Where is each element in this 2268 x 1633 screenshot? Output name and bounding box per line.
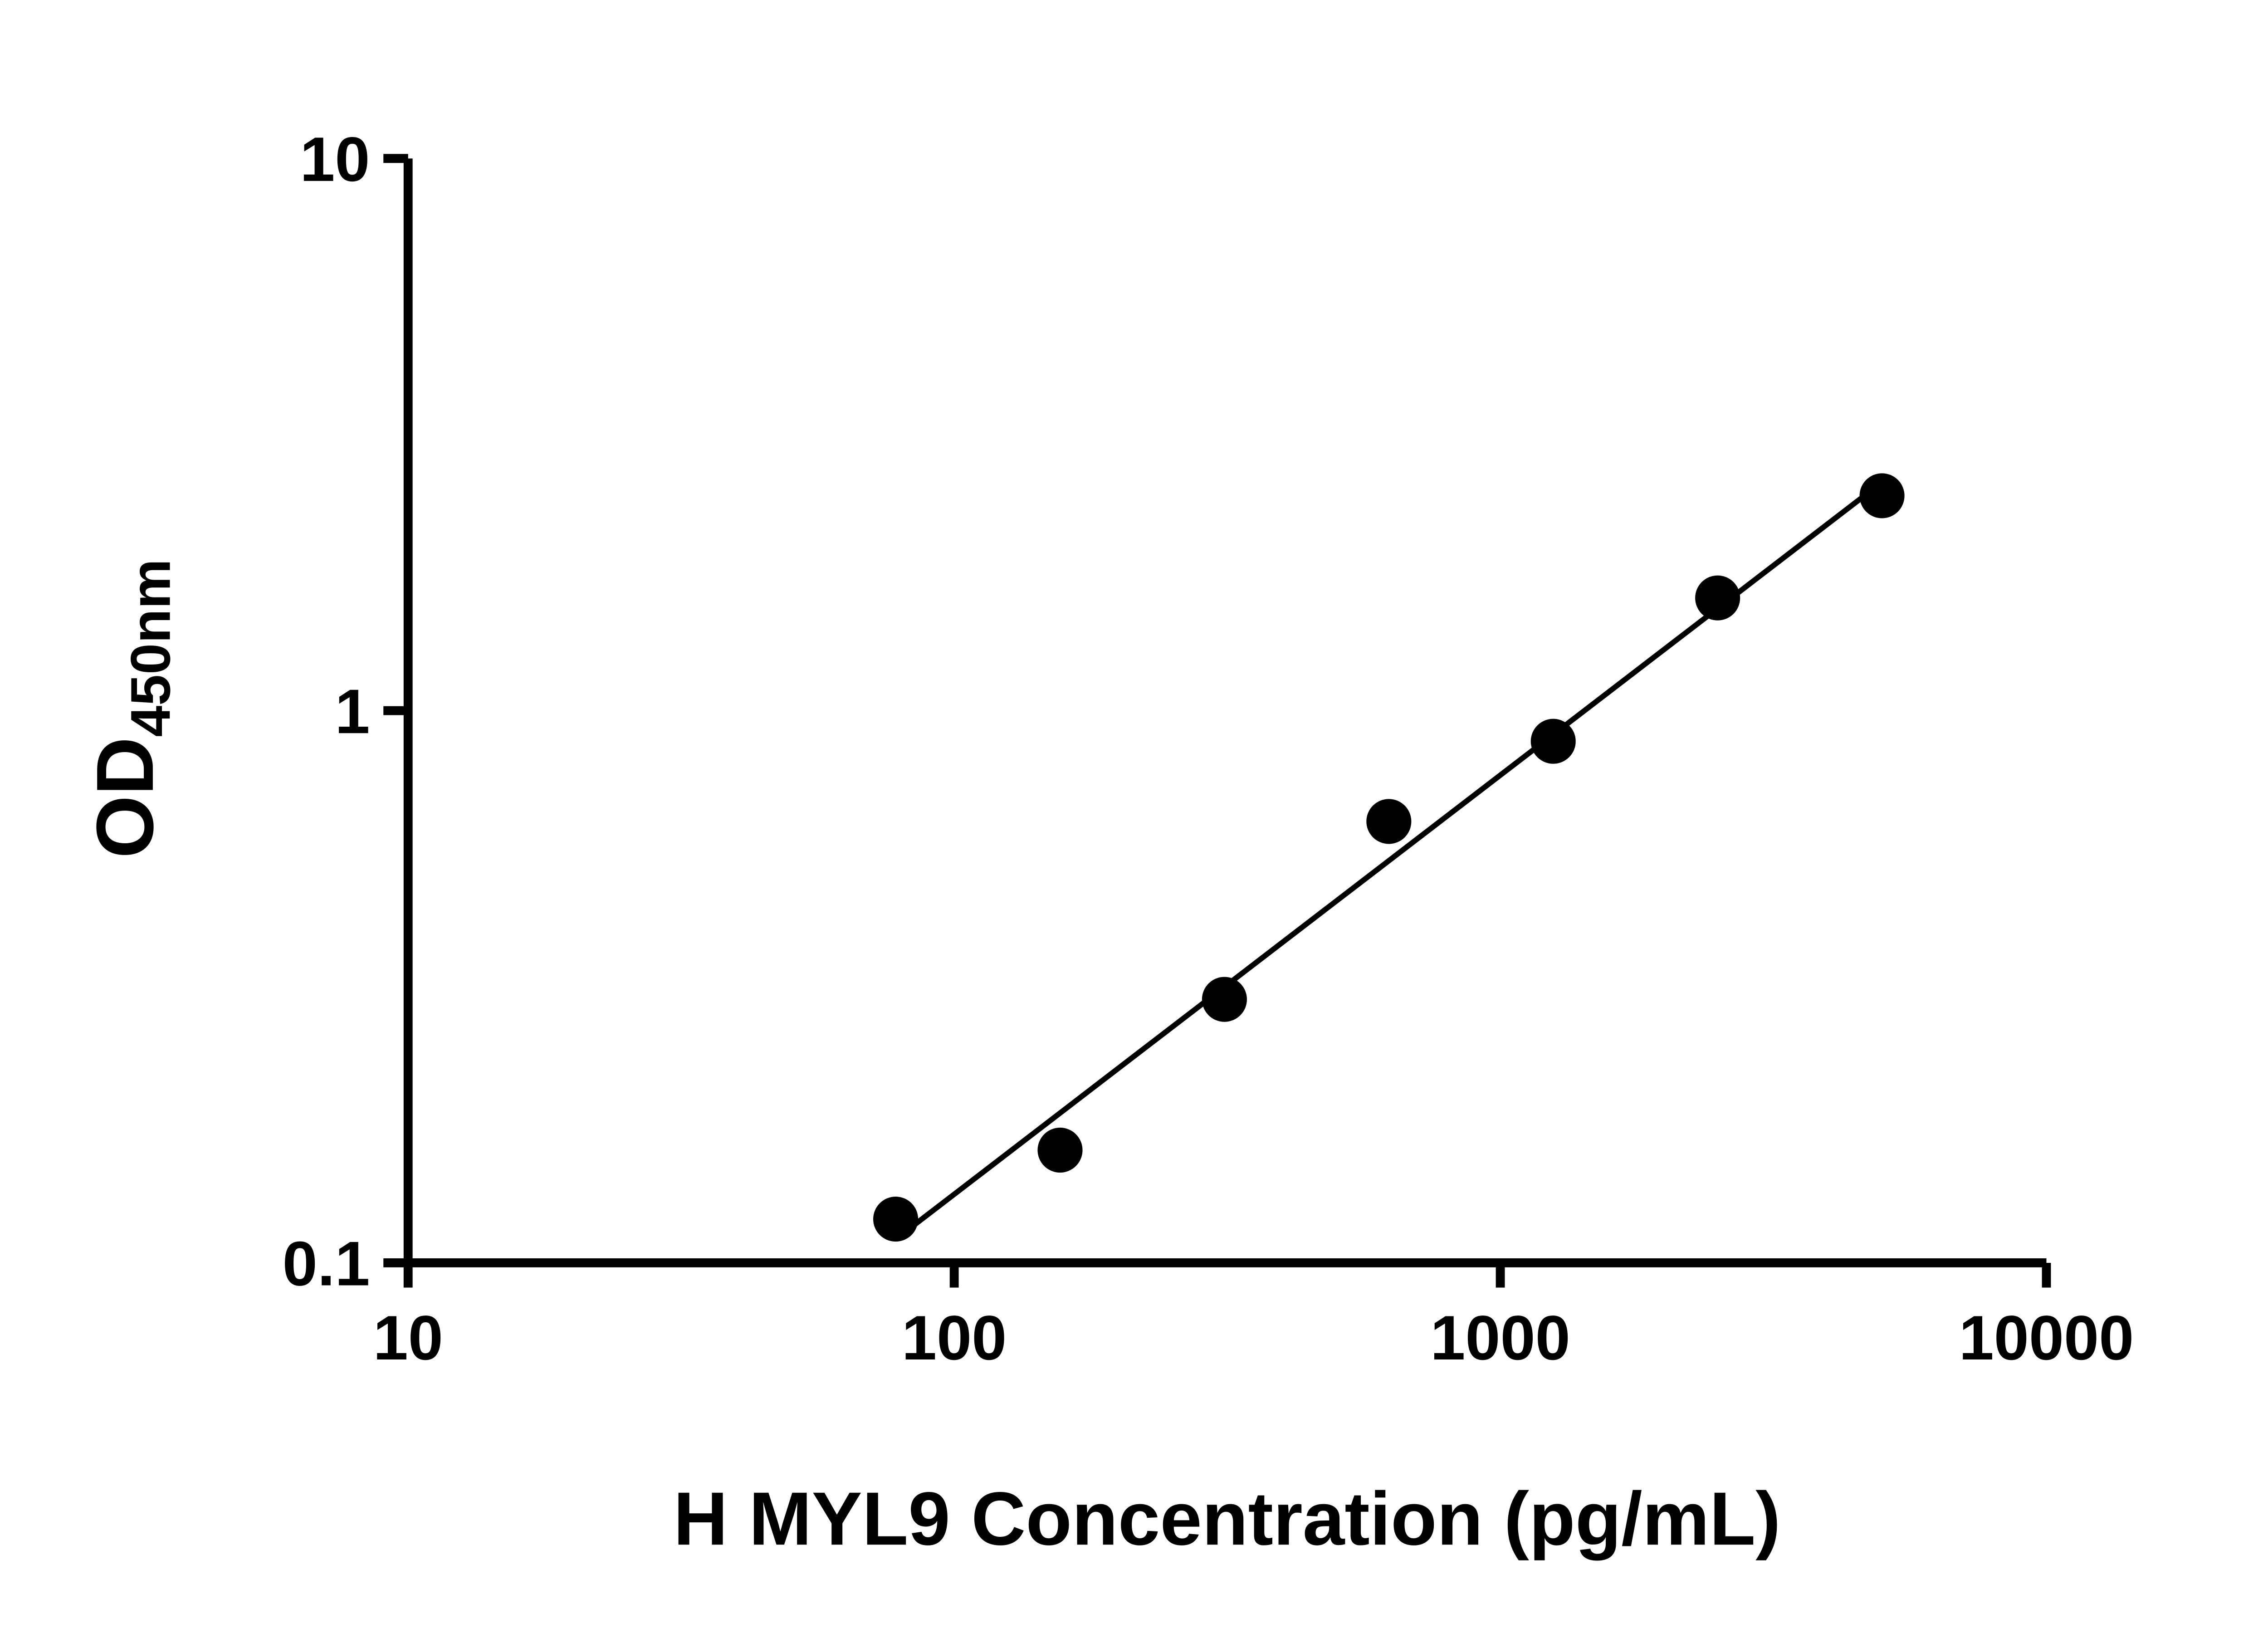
y-tick-label: 0.1 [283,1228,370,1299]
y-axis-title-subscript: 450nm [120,559,182,737]
y-axis-ticks [383,154,408,1267]
y-tick-label: 1 [335,676,370,747]
data-points [873,473,1905,1242]
x-tick-label: 1000 [1430,1303,1570,1373]
data-point [1202,977,1247,1022]
data-point [1037,1127,1083,1173]
axes [403,158,2047,1267]
x-axis-tick-labels: 10 100 1000 10000 [373,1303,2134,1373]
x-tick-label: 10 [373,1303,443,1373]
data-point [873,1197,919,1242]
y-axis-tick-labels: 0.1 1 10 [283,124,370,1299]
data-point [1366,799,1412,844]
data-point [1530,719,1576,764]
data-point [1859,473,1905,518]
axis-lines [403,158,2047,1267]
y-tick-label: 10 [300,124,370,195]
data-point [1695,575,1740,621]
y-axis-title: OD450nm [80,559,182,858]
x-tick-label: 100 [902,1303,1007,1373]
x-axis-title: H MYL9 Concentration (pg/mL) [674,1477,1781,1561]
y-axis-title-main: OD [80,737,170,859]
x-tick-label: 10000 [1959,1303,2134,1373]
